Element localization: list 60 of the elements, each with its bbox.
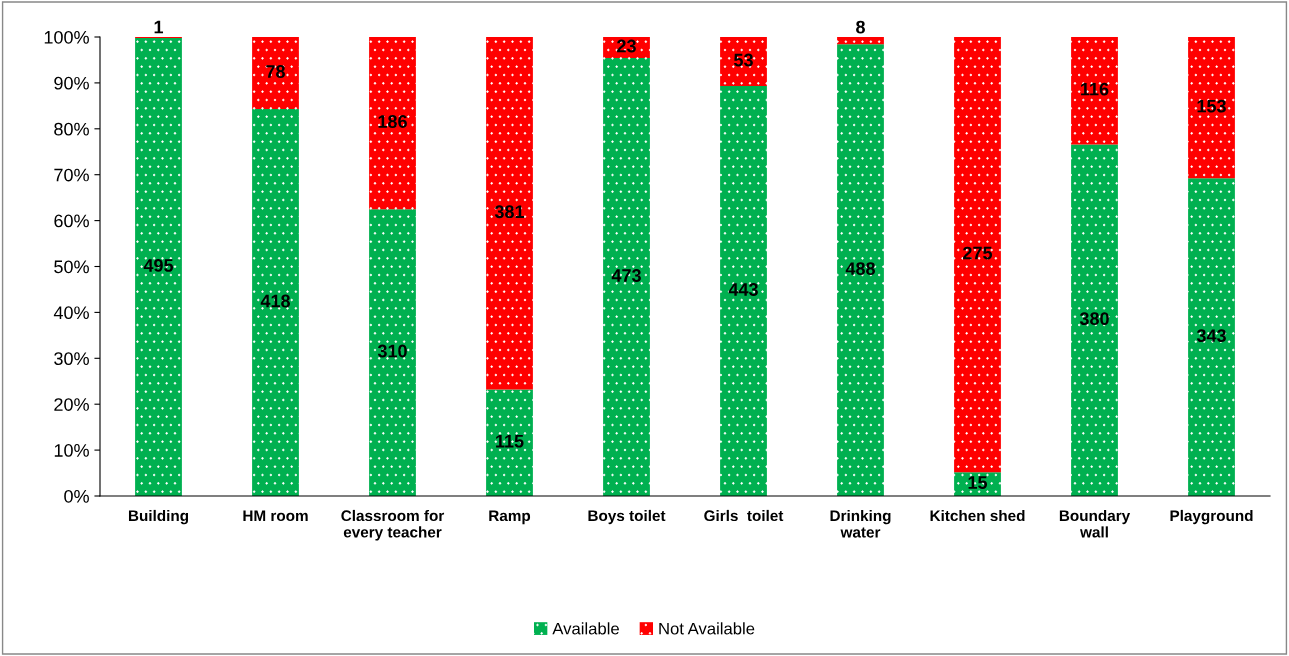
- bar: [1188, 178, 1235, 496]
- annotation: 186: [378, 115, 407, 128]
- legend-label: Not Available: [659, 622, 755, 635]
- y-tick-label: 100%: [44, 30, 89, 44]
- x-tick-label: Ramp: [489, 510, 531, 525]
- x-tick-label: Boys toilet: [588, 509, 666, 525]
- x-tick-label: Playground: [1170, 509, 1253, 525]
- annotation: 23: [617, 39, 636, 53]
- annotation: 488: [845, 262, 876, 276]
- x-tick-label: Girls toilet: [704, 509, 784, 522]
- annotation: 310: [377, 344, 407, 358]
- y-tick-label: 0%: [64, 489, 89, 503]
- y-tick-label: 30%: [54, 352, 89, 366]
- x-tick-label: Boundary wall: [1059, 509, 1131, 538]
- bar: [720, 37, 767, 87]
- y-tick-label: 60%: [54, 214, 89, 228]
- annotation: 275: [963, 246, 993, 260]
- bar: [837, 37, 884, 45]
- x-tick-label: Kitchen shed: [930, 509, 1025, 522]
- annotation: 418: [260, 294, 291, 308]
- text: 8: [856, 20, 865, 34]
- bar: [720, 86, 767, 496]
- y-tick-label: 90%: [54, 76, 89, 90]
- bar: [369, 209, 416, 496]
- bar: [1188, 37, 1235, 179]
- bar: [603, 58, 650, 496]
- legend-label: Available: [552, 622, 619, 635]
- bar: [1071, 37, 1118, 145]
- bar: [135, 37, 182, 496]
- bar: [954, 37, 1001, 473]
- bar: [486, 37, 533, 390]
- y-tick-label: 80%: [54, 122, 89, 136]
- y-tick-label: 10%: [54, 444, 89, 457]
- bar: [252, 109, 299, 496]
- y-tick-label: 40%: [53, 306, 89, 320]
- bar: [837, 44, 884, 496]
- y-tick-label: 20%: [54, 398, 89, 411]
- annotation: 53: [734, 53, 753, 67]
- annotation: 381: [494, 205, 525, 219]
- text: 1: [154, 20, 164, 34]
- annotation: 15: [968, 476, 988, 489]
- x-tick-label: Drinking water: [830, 509, 891, 538]
- x-tick-label: Classroom for every teacher: [341, 509, 445, 541]
- x-tick-label: Building: [128, 509, 189, 525]
- annotation: 495: [143, 259, 174, 272]
- annotation: 443: [728, 283, 758, 296]
- bar: [1071, 144, 1118, 496]
- annotation: 380: [1079, 312, 1109, 326]
- bar: [252, 37, 299, 110]
- annotation: 78: [266, 65, 285, 78]
- y-tick-label: 70%: [54, 168, 89, 182]
- annotation: 115: [496, 435, 524, 448]
- bar: [369, 37, 416, 210]
- y-tick-label: 50%: [54, 260, 89, 274]
- annotation: 116: [1081, 82, 1109, 96]
- annotation: 343: [1196, 329, 1226, 343]
- x-tick-label: HM room: [243, 510, 308, 522]
- bar: [486, 389, 533, 496]
- annotation: 473: [611, 269, 641, 282]
- annotation: 153: [1197, 99, 1226, 113]
